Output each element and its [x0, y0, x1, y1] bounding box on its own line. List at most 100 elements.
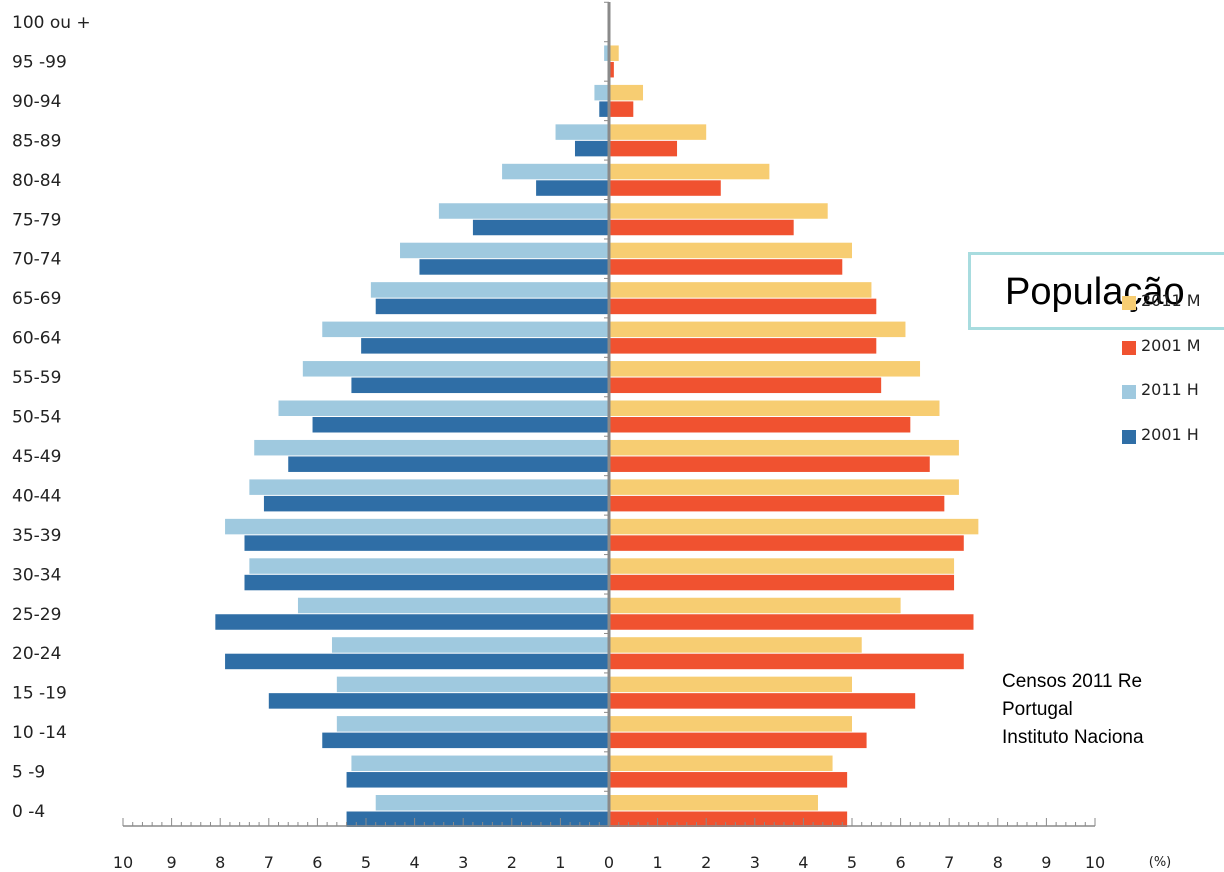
bar-2011-m-35-39 — [609, 518, 979, 535]
bar-2001-m-70-74 — [609, 259, 843, 275]
category-label: 0 -4 — [12, 802, 45, 822]
chart-title: População — [1005, 271, 1185, 313]
bar-2011-h-35-39 — [225, 518, 609, 535]
category-label: 25-29 — [12, 605, 61, 625]
bar-2011-m-25-29 — [609, 597, 901, 614]
bar-2011-h-90-94 — [594, 84, 609, 101]
bar-2001-m-50-54 — [609, 417, 911, 433]
bar-2001-h-90-94 — [599, 101, 609, 117]
x-tick-label: 6 — [896, 853, 906, 872]
bar-2001-m-60-64 — [609, 338, 877, 354]
category-label: 85-89 — [12, 131, 61, 151]
bar-2001-m-30-34 — [609, 574, 955, 591]
x-tick-label: 8 — [993, 853, 1003, 872]
category-label: 65-69 — [12, 289, 61, 309]
x-tick-label: 3 — [750, 853, 760, 872]
bar-2011-m-80-84 — [609, 163, 770, 180]
bar-2011-h-80-84 — [502, 163, 609, 180]
bar-2001-h-20-24 — [225, 653, 609, 670]
bar-2011-h-25-29 — [297, 597, 609, 614]
bar-2011-m-90-94 — [609, 84, 644, 101]
bar-2011-h-40-44 — [249, 479, 610, 495]
x-tick-label: 1 — [555, 853, 565, 872]
x-tick-label: 10 — [1085, 853, 1105, 872]
bar-2001-m-5-9 — [609, 772, 848, 788]
source-line-1: Censos 2011 Re — [1002, 671, 1143, 692]
bar-2001-m-80-84 — [609, 180, 721, 196]
bar-2001-m-35-39 — [609, 535, 964, 551]
source-note: Censos 2011 Re Portugal Instituto Nacion… — [1002, 668, 1144, 752]
x-tick-label: 5 — [361, 853, 371, 872]
category-label: 55-59 — [12, 368, 61, 388]
x-tick-label: 2 — [701, 853, 711, 872]
x-tick-label: 9 — [167, 853, 177, 872]
x-tick-label: 2 — [507, 853, 517, 872]
bar-2001-m-90-94 — [609, 101, 634, 117]
legend-label-2001-m: 2001 M — [1141, 336, 1201, 355]
category-label: 10 -14 — [12, 723, 67, 743]
bar-2001-m-20-24 — [609, 653, 964, 670]
bar-2001-h-15-19 — [268, 693, 609, 709]
bar-2011-m-40-44 — [609, 479, 959, 495]
bar-2001-h-35-39 — [244, 535, 609, 551]
bar-2011-h-15-19 — [336, 676, 609, 693]
x-tick-label: 3 — [458, 853, 468, 872]
bar-2001-h-55-59 — [351, 377, 609, 394]
bar-2011-m-5-9 — [609, 755, 833, 772]
x-tick-label: 7 — [944, 853, 954, 872]
x-tick-label: 4 — [410, 853, 420, 872]
bar-2011-m-65-69 — [609, 282, 872, 298]
x-tick-label: 8 — [215, 853, 225, 872]
bar-2011-h-65-69 — [370, 282, 609, 298]
bar-2001-h-0-4 — [346, 811, 609, 827]
bar-2001-h-65-69 — [375, 298, 609, 315]
category-label: 45-49 — [12, 447, 61, 467]
x-tick-label: 1 — [653, 853, 663, 872]
bar-2001-h-50-54 — [312, 417, 609, 433]
category-label: 15 -19 — [12, 684, 67, 704]
category-label: 100 ou + — [12, 13, 91, 33]
category-label: 80-84 — [12, 171, 61, 191]
bar-2001-h-45-49 — [288, 456, 609, 472]
bar-2011-h-45-49 — [254, 439, 609, 456]
category-label: 50-54 — [12, 408, 61, 428]
bar-2001-h-5-9 — [346, 772, 609, 788]
bar-2011-m-45-49 — [609, 439, 959, 456]
bar-2001-h-25-29 — [215, 614, 609, 630]
bar-2001-m-0-4 — [609, 811, 848, 827]
bar-2011-h-0-4 — [375, 795, 609, 811]
legend-label-2011-h: 2011 H — [1141, 380, 1199, 399]
legend-swatch-2011-h — [1122, 385, 1136, 399]
category-label: 70-74 — [12, 250, 61, 270]
legend-label-2001-h: 2001 H — [1141, 425, 1199, 444]
bar-2011-m-15-19 — [609, 676, 852, 693]
x-tick-label: 10 — [113, 853, 133, 872]
bar-2011-m-60-64 — [609, 321, 906, 338]
category-label: 90-94 — [12, 92, 61, 112]
x-tick-label: 7 — [264, 853, 274, 872]
x-axis-unit-label: (%) — [1149, 855, 1172, 870]
bar-2001-h-75-79 — [472, 219, 609, 236]
bar-2011-h-55-59 — [302, 361, 609, 377]
bar-2001-m-45-49 — [609, 456, 930, 472]
x-tick-label: 4 — [798, 853, 808, 872]
source-line-2: Portugal — [1002, 699, 1073, 720]
bar-2011-m-75-79 — [609, 203, 828, 219]
legend-swatch-2011-m — [1122, 296, 1136, 310]
category-label: 40-44 — [12, 486, 61, 506]
bar-2001-m-15-19 — [609, 693, 916, 709]
category-label: 20-24 — [12, 644, 61, 664]
bar-2001-m-95-99 — [609, 61, 614, 78]
bar-2001-h-10-14 — [322, 732, 609, 749]
bar-2011-m-70-74 — [609, 242, 852, 259]
bar-2011-h-30-34 — [249, 558, 610, 574]
bar-2001-m-25-29 — [609, 614, 974, 630]
bar-2011-h-20-24 — [331, 637, 609, 653]
legend-label-2011-m: 2011 M — [1141, 291, 1201, 310]
bar-2011-h-70-74 — [400, 242, 609, 259]
bar-2011-m-10-14 — [609, 716, 852, 732]
bar-2001-m-10-14 — [609, 732, 867, 749]
bar-2011-m-95-99 — [609, 45, 619, 61]
bar-2011-m-85-89 — [609, 124, 707, 140]
